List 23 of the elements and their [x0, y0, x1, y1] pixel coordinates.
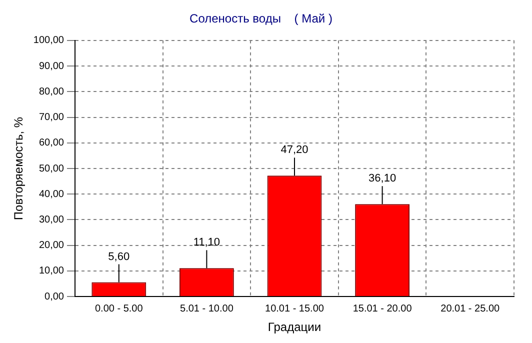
y-tick-label: 20,00 [38, 240, 64, 252]
x-tick-label: 20.01 - 25.00 [440, 303, 500, 314]
y-tick-label: 30,00 [38, 214, 64, 226]
y-tick-label: 60,00 [38, 138, 64, 149]
x-tick-label: 15.01 - 20.00 [352, 303, 412, 314]
data-label: 11,10 [193, 236, 220, 249]
y-tick-label: 10,00 [38, 266, 64, 277]
x-tick-label: 5.01 - 10.00 [180, 303, 234, 314]
y-tick-label: 80,00 [38, 86, 64, 98]
y-tick-label: 0,00 [44, 291, 64, 302]
data-label: 47,20 [280, 144, 308, 156]
y-tick-label: 100,00 [33, 35, 64, 46]
x-axis-title: Градации [268, 320, 322, 334]
data-label: 36,10 [368, 172, 396, 185]
chart-title: Соленость воды ( Май ) [190, 12, 332, 26]
y-tick-label: 70,00 [38, 112, 64, 124]
x-tick-label: 10.01 - 15.00 [265, 303, 324, 314]
data-label: 5,60 [108, 250, 130, 263]
y-tick-label: 40,00 [38, 188, 64, 200]
x-tick-label: 0.00 - 5.00 [94, 303, 144, 314]
y-axis-title: Повторяемость, % [12, 116, 26, 220]
y-tick-label: 50,00 [38, 163, 64, 174]
y-tick-label: 90,00 [38, 60, 64, 72]
